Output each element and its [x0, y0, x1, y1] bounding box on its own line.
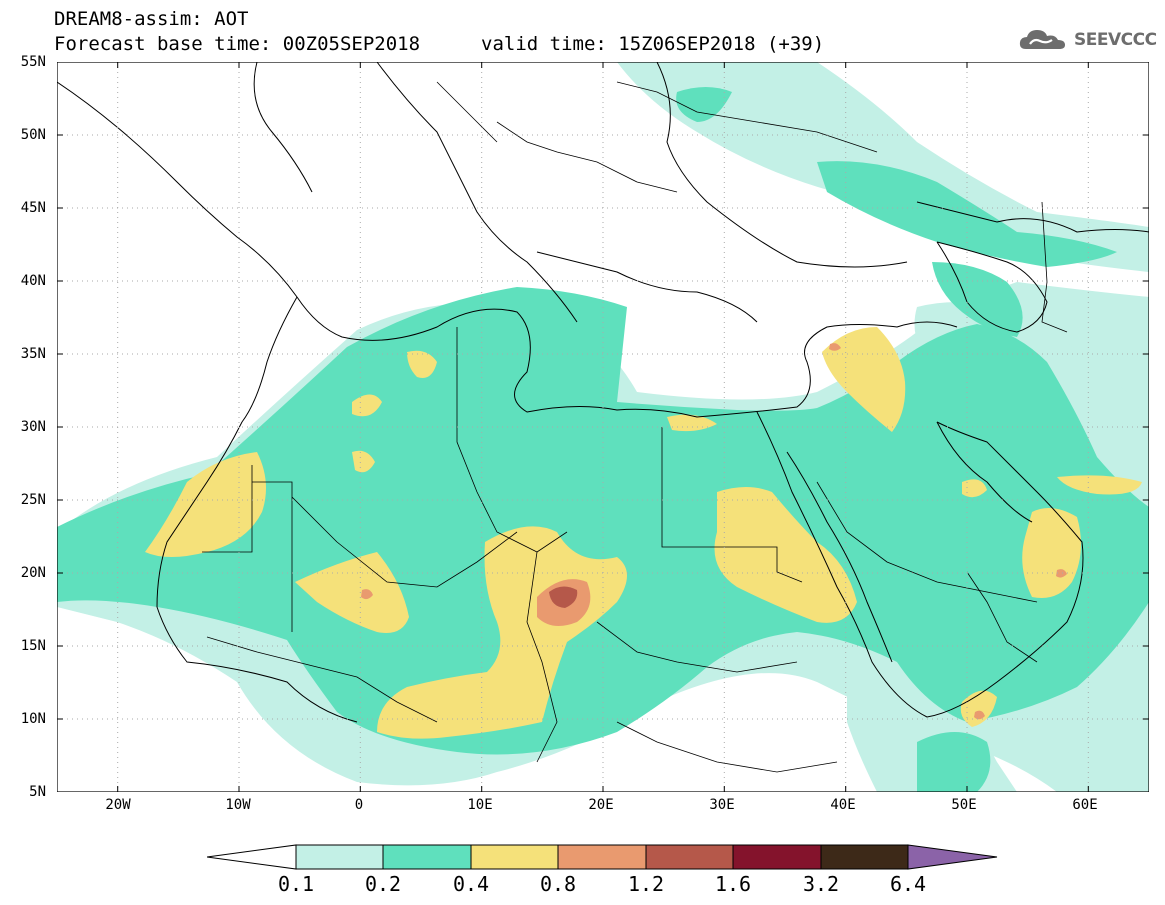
colorbar-bin-under	[207, 844, 297, 870]
colorbar-tick-3.2: 3.2	[802, 872, 840, 896]
colorbar-bin-over	[907, 844, 998, 870]
colorbar-tick-6.4: 6.4	[889, 872, 927, 896]
aot-contour-0.4-0.8	[145, 327, 1142, 739]
lat-label-40n: 40N	[20, 273, 46, 289]
aot-map	[57, 62, 1149, 792]
lat-label-5n: 5N	[29, 784, 46, 800]
lon-label-20w: 20W	[105, 797, 131, 813]
colorbar-bin-1.2-1.6	[645, 844, 734, 870]
colorbar-bin-1.6-3.2	[732, 844, 822, 870]
colorbar-bin-0.4-0.8	[470, 844, 559, 870]
colorbar	[207, 844, 998, 870]
colorbar-bin-3.2-6.4	[820, 844, 909, 870]
colorbar-tick-0.2: 0.2	[364, 872, 402, 896]
colorbar-tick-0.8: 0.8	[539, 872, 577, 896]
lat-label-15n: 15N	[20, 638, 46, 654]
colorbar-tick-1.2: 1.2	[627, 872, 665, 896]
colorbar-bin-0.1-0.2	[295, 844, 384, 870]
country-borders	[202, 81, 1068, 773]
lon-label-60e: 60E	[1072, 797, 1098, 813]
lon-label-10e: 10E	[467, 797, 493, 813]
cloud-icon	[1019, 30, 1065, 49]
lat-label-10n: 10N	[20, 711, 46, 727]
seevccc-logo: SEEVCCC	[1018, 25, 1157, 55]
lat-label-25n: 25N	[20, 492, 46, 508]
colorbar-bin-0.8-1.2	[557, 844, 647, 870]
lat-label-35n: 35N	[20, 346, 46, 362]
lon-label-30e: 30E	[709, 797, 735, 813]
lat-label-45n: 45N	[20, 200, 46, 216]
forecast-base-time: Forecast base time: 00Z05SEP2018	[54, 33, 421, 55]
logo-text: SEEVCCC	[1074, 30, 1157, 50]
colorbar-bin-0.2-0.4	[382, 844, 472, 870]
lat-label-30n: 30N	[20, 419, 46, 435]
aot-contour-1.2-1.6	[549, 586, 578, 608]
lon-label-0: 0	[354, 797, 364, 813]
colorbar-tick-0.4: 0.4	[452, 872, 490, 896]
colorbar-tick-1.6: 1.6	[714, 872, 752, 896]
colorbar-tick-0.1: 0.1	[277, 872, 315, 896]
lon-label-40e: 40E	[830, 797, 856, 813]
lat-label-55n: 55N	[20, 54, 46, 70]
lat-label-20n: 20N	[20, 565, 46, 581]
product-title: DREAM8-assim: AOT	[54, 8, 249, 30]
lon-label-50e: 50E	[951, 797, 977, 813]
axis-ticks	[57, 62, 1149, 792]
valid-time: valid time: 15Z06SEP2018 (+39)	[481, 33, 825, 55]
lat-label-50n: 50N	[20, 127, 46, 143]
graticule	[57, 62, 1149, 792]
lon-label-20e: 20E	[588, 797, 614, 813]
lon-label-10w: 10W	[225, 797, 251, 813]
coastlines	[57, 62, 1149, 723]
